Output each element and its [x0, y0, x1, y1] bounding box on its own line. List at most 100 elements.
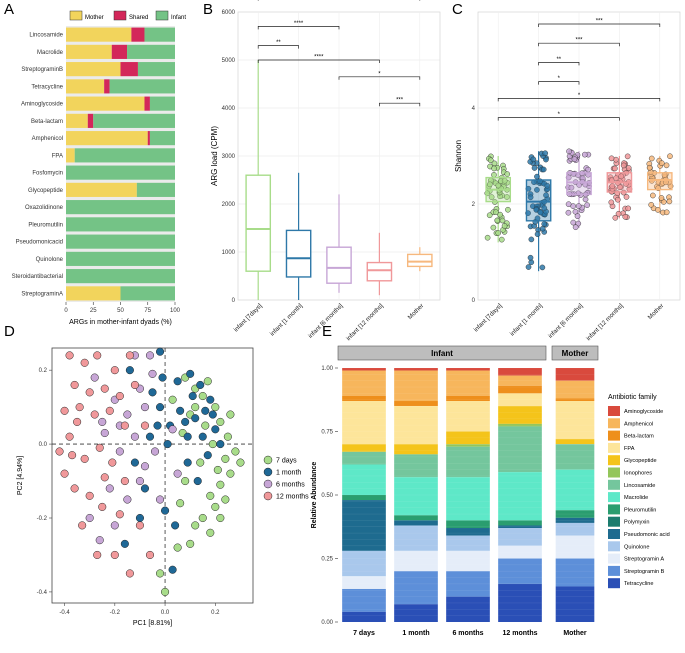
data-point [609, 183, 616, 190]
scatter-point [93, 351, 102, 360]
bar-segment [66, 200, 175, 215]
tick-label: 0.50 [321, 493, 333, 499]
data-point [495, 182, 502, 189]
bar-segment [555, 398, 595, 402]
data-point [648, 202, 655, 208]
bar-segment [120, 286, 175, 301]
box-body [326, 246, 352, 284]
data-point [572, 224, 579, 231]
facet-label: Mother [562, 349, 589, 358]
bar-segment [446, 431, 490, 445]
scatter-point [191, 403, 200, 412]
legend-label: FPA [624, 446, 635, 452]
data-point [582, 196, 589, 203]
box-body [406, 253, 433, 268]
data-point [624, 153, 631, 160]
legend-label: 12 months [276, 494, 309, 501]
scatter-point [208, 410, 217, 419]
data-point [484, 234, 491, 241]
scatter-point [176, 499, 185, 508]
scatter-point [161, 587, 170, 596]
data-point [490, 224, 497, 231]
legend-title: Antibiotic family [608, 394, 657, 401]
bar-segment [136, 182, 175, 197]
scatter-point [145, 351, 155, 360]
scatter-point [216, 513, 225, 523]
significance-bracket [257, 59, 380, 63]
tick-label: 1000 [222, 250, 236, 256]
tick-label: 50 [117, 308, 124, 314]
legend-swatch [608, 541, 620, 552]
data-point [568, 184, 575, 191]
significance-label: * [378, 71, 381, 77]
data-point [623, 194, 630, 200]
category-label: 6 months [452, 630, 483, 637]
panel-a: A Mother Shared Infant Lincosamide Macrolide S… [4, 1, 186, 326]
significance-bracket [379, 102, 421, 107]
bar-segment [147, 131, 150, 146]
data-point [575, 203, 582, 209]
tick-label: -0.2 [37, 516, 48, 522]
bar-segment [446, 571, 490, 597]
bar-segment [394, 550, 438, 572]
bar-segment [446, 596, 490, 622]
scatter-point [193, 476, 202, 486]
scatter-point [208, 440, 217, 449]
legend-label: Streptogramin B [624, 569, 665, 575]
tick-label: 0.0 [39, 442, 48, 448]
category-label: infant [6 months] [547, 302, 584, 339]
scatter-point [135, 513, 144, 523]
scatter-point [55, 447, 64, 456]
scatter-point [168, 395, 177, 404]
legend-swatch [608, 516, 620, 527]
scatter-point [206, 528, 215, 537]
bar-segment [144, 27, 175, 42]
data-point [537, 209, 544, 216]
scatter-point [186, 539, 195, 548]
tick-label: 100 [170, 308, 181, 314]
category-label: StreptograminB [21, 67, 63, 73]
bar-segment [66, 27, 132, 42]
legend-swatch [608, 442, 620, 453]
box-body [525, 179, 552, 222]
panel-d: D -0.4 -0.2 0.0 0.2 -0.4 -0.2 0.0 0.2 7 days 1 mon… [4, 323, 309, 627]
scatter-point [173, 377, 182, 386]
scatter-point [211, 502, 220, 511]
bar-segment [342, 576, 386, 589]
category-label: 1 month [402, 630, 429, 637]
scatter-point [186, 369, 195, 378]
data-point [614, 196, 621, 203]
data-point [655, 207, 661, 213]
bar-segment [342, 611, 386, 622]
scatter-point [196, 458, 205, 467]
bar-segment [555, 517, 595, 523]
significance-bracket [497, 117, 620, 121]
legend-swatch [608, 467, 620, 478]
scatter-point [216, 417, 225, 426]
scatter-point [98, 502, 107, 511]
legend-swatch [155, 10, 169, 21]
data-point [663, 209, 670, 216]
bar-segment [498, 426, 542, 473]
scatter-point [90, 410, 99, 419]
scatter-point [120, 476, 129, 486]
legend-swatch [608, 479, 620, 490]
bar-segment [555, 522, 595, 536]
data-point [543, 192, 549, 199]
category-label: 7 days [353, 630, 375, 637]
tick-label: 0 [232, 298, 236, 304]
legend-swatch [113, 10, 127, 21]
significance-bracket [538, 81, 580, 85]
bar-segment [446, 368, 490, 371]
facet-label: Infant [431, 349, 453, 358]
data-point [527, 254, 534, 261]
tick-label: 0.2 [211, 610, 220, 616]
scatter-point [181, 476, 190, 486]
legend-swatch [608, 406, 620, 416]
scatter-point [130, 380, 139, 390]
scatter-point [150, 447, 160, 456]
legend-marker [263, 491, 273, 501]
bar-segment [87, 113, 94, 128]
data-point [570, 219, 577, 226]
